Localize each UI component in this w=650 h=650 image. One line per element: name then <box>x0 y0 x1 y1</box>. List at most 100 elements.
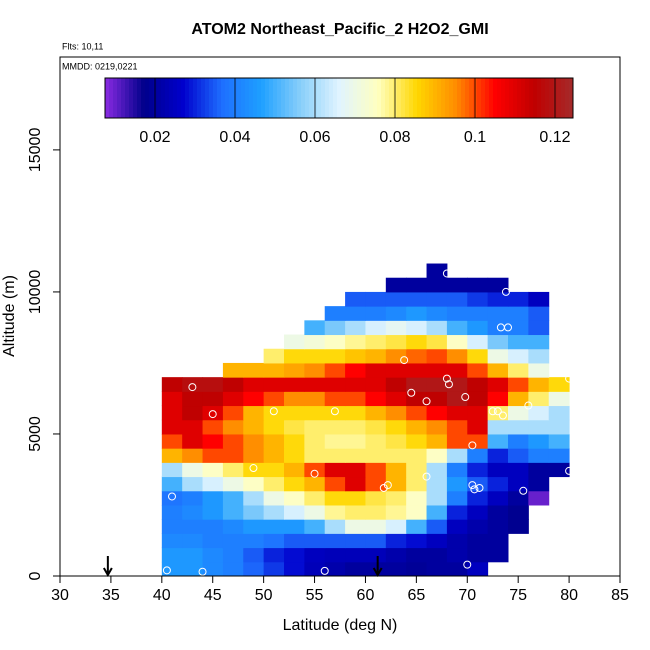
heat-cell <box>324 561 346 577</box>
heat-cell <box>304 405 326 421</box>
heat-cell <box>446 320 468 336</box>
heat-cell <box>243 462 265 478</box>
heat-cell <box>467 533 489 549</box>
colorbar-tick-label: 0.1 <box>464 129 486 146</box>
heat-cell <box>406 533 428 549</box>
heat-cell <box>548 462 570 478</box>
heat-cell <box>263 476 285 492</box>
heat-cell <box>263 504 285 520</box>
heat-cell <box>263 405 285 421</box>
observation-point <box>310 469 319 478</box>
heat-cell <box>202 448 224 463</box>
observation-point <box>504 323 512 332</box>
heat-cell <box>284 561 305 577</box>
heat-cell <box>182 405 204 421</box>
colorbar-swatch <box>537 78 542 118</box>
observation-point <box>422 397 431 406</box>
heat-cell <box>467 519 489 534</box>
heat-cell <box>243 533 265 549</box>
heat-cell <box>508 306 529 321</box>
heat-cell <box>284 547 305 563</box>
heat-cell <box>345 519 366 534</box>
heat-cell <box>385 533 407 549</box>
heat-cell <box>365 377 387 392</box>
colorbar-swatch <box>357 78 362 118</box>
colorbar-swatch <box>185 78 190 118</box>
heat-cell <box>324 462 346 478</box>
heat-cell <box>222 490 244 506</box>
observation-point <box>198 567 207 576</box>
heat-cell <box>406 448 428 463</box>
observation-point <box>463 560 472 569</box>
colorbar-swatch <box>273 78 278 118</box>
colorbar-swatch <box>325 78 330 118</box>
colorbar-swatch <box>177 78 182 118</box>
heat-cell <box>202 419 224 435</box>
colorbar-swatch <box>173 78 178 118</box>
heat-cell <box>528 362 550 378</box>
heat-cell <box>385 476 407 492</box>
heat-cell <box>426 377 448 392</box>
heat-cell <box>385 419 407 435</box>
heat-cell <box>304 490 326 506</box>
colorbar-swatch <box>565 78 570 118</box>
x-tick-label: 60 <box>357 587 375 604</box>
heat-cell <box>345 462 366 478</box>
x-tick-label: 40 <box>153 587 171 604</box>
heat-cell <box>284 334 305 350</box>
x-axis-label: Latitude (deg N) <box>283 617 398 634</box>
heat-cell <box>304 462 326 478</box>
colorbar-swatch <box>557 78 562 118</box>
heat-cell <box>182 547 204 563</box>
colorbar-swatch <box>193 78 198 118</box>
colorbar-swatch <box>317 78 322 118</box>
heat-cell <box>548 377 570 392</box>
heat-cell <box>467 334 489 350</box>
colorbar-swatch <box>221 78 226 118</box>
colorbar-swatch <box>389 78 394 118</box>
observation-point <box>400 356 409 365</box>
colorbar-swatch <box>301 78 306 118</box>
heat-cell <box>222 561 244 577</box>
heat-cell <box>508 291 529 307</box>
heat-cell <box>304 433 326 449</box>
colorbar-swatch <box>361 78 366 118</box>
colorbar-swatch <box>241 78 246 118</box>
heat-cell <box>426 462 448 478</box>
heat-cell <box>508 405 529 421</box>
colorbar-swatch <box>265 78 270 118</box>
heat-cell <box>528 320 550 336</box>
heat-cell <box>284 533 305 549</box>
colorbar-swatch <box>405 78 410 118</box>
heat-cell <box>284 476 305 492</box>
heat-cell <box>345 476 366 492</box>
heat-cell <box>385 362 407 378</box>
heat-cell <box>324 320 346 336</box>
colorbar-swatch <box>309 78 314 118</box>
colorbar-swatch <box>369 78 374 118</box>
heat-cell <box>365 519 387 534</box>
colorbar-swatch <box>285 78 290 118</box>
colorbar-swatch <box>381 78 386 118</box>
heat-cell <box>304 391 326 407</box>
heat-cell <box>263 391 285 407</box>
heat-cell <box>161 419 183 435</box>
colorbar-frame <box>104 77 574 119</box>
heat-cell <box>467 348 489 364</box>
heat-cell <box>406 419 428 435</box>
colorbar-swatch <box>257 78 262 118</box>
colorbar-swatch <box>165 78 170 118</box>
heat-cell <box>426 519 448 534</box>
heat-cell <box>345 547 366 563</box>
observation-point <box>461 393 470 402</box>
heat-cell <box>528 419 550 435</box>
heat-cell <box>467 306 489 321</box>
heat-cell <box>467 462 489 478</box>
heat-cell <box>365 433 387 449</box>
colorbar-swatch <box>485 78 490 118</box>
heat-cell <box>222 519 244 534</box>
x-tick-label: 55 <box>306 587 324 604</box>
heat-cell <box>202 561 224 577</box>
colorbar-swatch <box>365 78 370 118</box>
